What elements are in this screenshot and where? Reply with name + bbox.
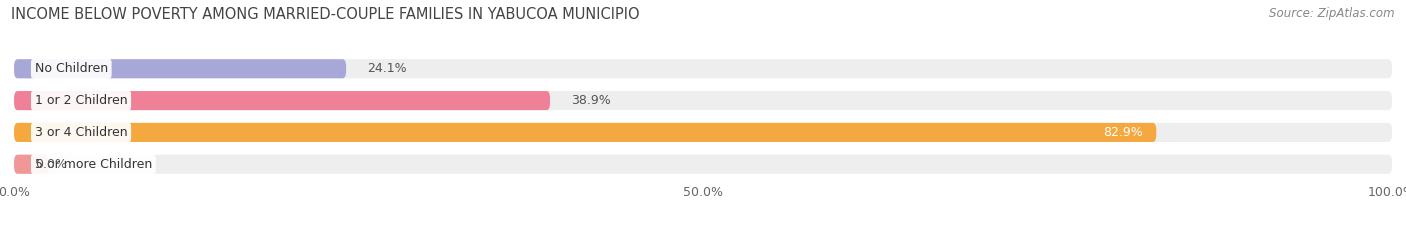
Text: 82.9%: 82.9% [1102,126,1143,139]
FancyBboxPatch shape [14,123,1156,142]
Text: Source: ZipAtlas.com: Source: ZipAtlas.com [1270,7,1395,20]
FancyBboxPatch shape [14,59,1392,78]
FancyBboxPatch shape [14,155,1392,174]
FancyBboxPatch shape [14,59,346,78]
Text: 5 or more Children: 5 or more Children [35,158,152,171]
Text: 0.0%: 0.0% [35,158,66,171]
FancyBboxPatch shape [14,91,550,110]
FancyBboxPatch shape [14,123,1392,142]
Text: No Children: No Children [35,62,108,75]
Text: 3 or 4 Children: 3 or 4 Children [35,126,128,139]
FancyBboxPatch shape [14,155,48,174]
Text: 24.1%: 24.1% [367,62,406,75]
Text: INCOME BELOW POVERTY AMONG MARRIED-COUPLE FAMILIES IN YABUCOA MUNICIPIO: INCOME BELOW POVERTY AMONG MARRIED-COUPL… [11,7,640,22]
Text: 1 or 2 Children: 1 or 2 Children [35,94,128,107]
Text: 38.9%: 38.9% [571,94,610,107]
FancyBboxPatch shape [14,91,1392,110]
